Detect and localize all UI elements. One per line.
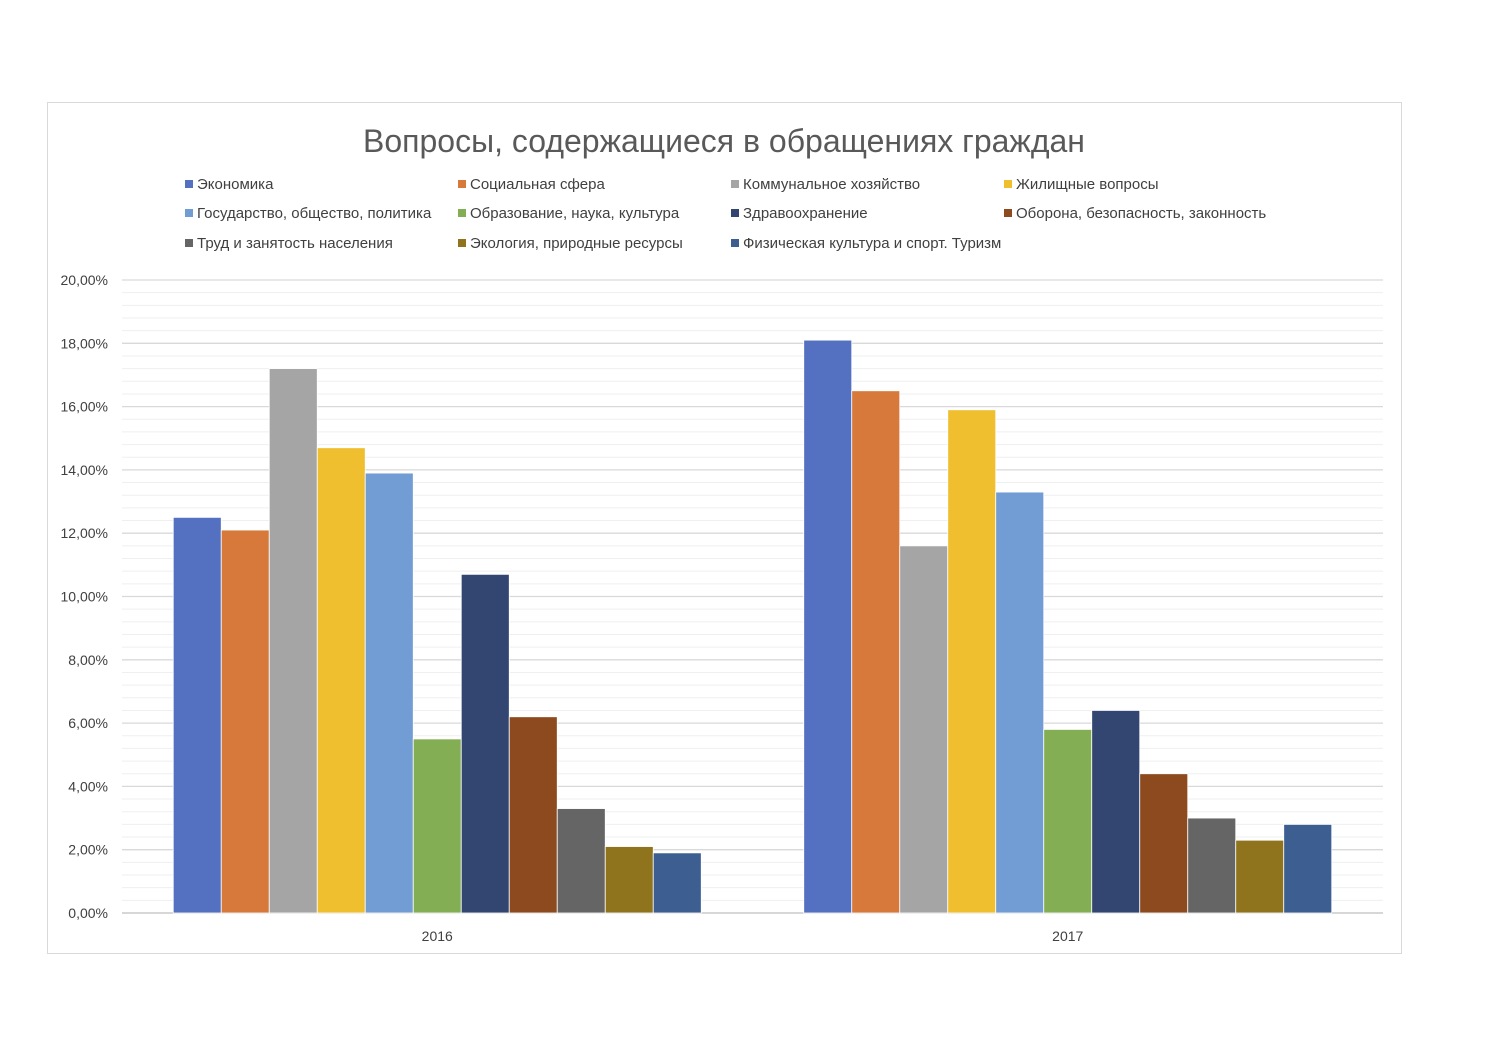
legend-label: Жилищные вопросы	[1016, 176, 1159, 193]
y-tick-label: 6,00%	[68, 715, 108, 731]
bar	[652, 852, 702, 914]
bar	[316, 447, 366, 914]
legend-label: Социальная сфера	[470, 176, 605, 193]
bar	[220, 529, 270, 914]
legend-label: Физическая культура и спорт. Туризм	[743, 235, 1001, 252]
y-tick-label: 10,00%	[61, 589, 108, 605]
bar	[508, 716, 558, 914]
bar	[1139, 773, 1189, 914]
bar	[947, 409, 997, 914]
bar	[412, 738, 462, 914]
y-tick-label: 20,00%	[61, 272, 108, 288]
legend-swatch	[1004, 209, 1012, 217]
y-tick-label: 16,00%	[61, 399, 108, 415]
legend-label: Экономика	[197, 176, 274, 193]
chart-frame: Вопросы, содержащиеся в обращениях гражд…	[47, 102, 1402, 954]
y-tick-label: 14,00%	[61, 462, 108, 478]
bar	[995, 491, 1045, 914]
legend-label: Экология, природные ресурсы	[470, 235, 683, 252]
legend-swatch	[458, 239, 466, 247]
chart-title: Вопросы, содержащиеся в обращениях гражд…	[363, 123, 1085, 159]
legend-swatch	[731, 239, 739, 247]
y-tick-label: 8,00%	[68, 652, 108, 668]
bar	[1283, 823, 1333, 914]
legend-swatch	[458, 209, 466, 217]
bar	[851, 390, 901, 914]
bar	[460, 573, 510, 914]
legend: Экономика Социальная сфера Коммунальное хо…	[185, 176, 1266, 252]
y-tick-label: 2,00%	[68, 842, 108, 858]
x-axis-ticks: 2016 2017	[422, 928, 1084, 944]
bar	[1187, 817, 1237, 914]
bar	[899, 545, 949, 914]
y-tick-label: 4,00%	[68, 778, 108, 794]
y-axis-ticks: 0,00% 2,00% 4,00% 6,00% 8,00% 10,00% 12,00% 14,…	[61, 272, 108, 921]
legend-label: Коммунальное хозяйство	[743, 176, 920, 193]
bar	[604, 846, 654, 914]
legend-swatch	[185, 209, 193, 217]
y-tick-label: 12,00%	[61, 525, 108, 541]
legend-label: Здравоохранение	[743, 205, 868, 222]
legend-label: Оборона, безопасность, законность	[1016, 205, 1266, 222]
legend-label: Образование, наука, культура	[470, 205, 680, 222]
legend-swatch	[731, 209, 739, 217]
x-tick-label: 2016	[422, 928, 453, 944]
bar	[556, 808, 606, 914]
legend-swatch	[185, 239, 193, 247]
legend-swatch	[1004, 180, 1012, 188]
legend-label: Государство, общество, политика	[197, 205, 432, 222]
bar	[803, 339, 853, 914]
chart-canvas: Вопросы, содержащиеся в обращениях гражд…	[61, 123, 1383, 944]
bar	[1091, 710, 1141, 914]
y-tick-label: 18,00%	[61, 335, 108, 351]
y-tick-label: 0,00%	[68, 905, 108, 921]
legend-swatch	[185, 180, 193, 188]
bar	[172, 516, 222, 914]
bar	[364, 472, 414, 914]
bar	[268, 368, 318, 914]
bars	[172, 339, 1333, 914]
legend-swatch	[731, 180, 739, 188]
legend-label: Труд и занятость населения	[197, 235, 393, 252]
legend-swatch	[458, 180, 466, 188]
bar	[1043, 729, 1093, 914]
x-tick-label: 2017	[1052, 928, 1083, 944]
bar	[1235, 839, 1285, 914]
